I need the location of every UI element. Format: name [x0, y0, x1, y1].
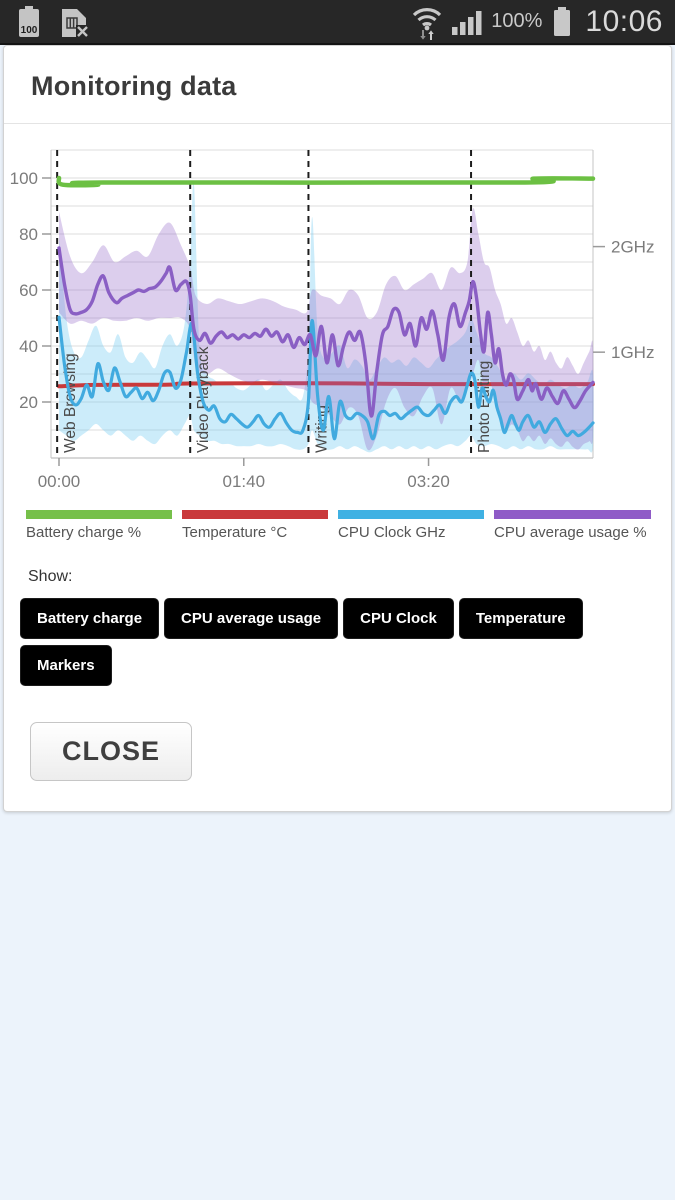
battery-percent-text: 100%	[491, 10, 543, 32]
legend-swatch	[338, 510, 484, 519]
close-button[interactable]: CLOSE	[30, 722, 193, 781]
svg-text:2GHz: 2GHz	[611, 238, 654, 257]
toggle-cpu-clock[interactable]: CPU Clock	[343, 598, 454, 639]
no-sim-icon	[62, 8, 89, 38]
show-buttons: Battery charge CPU average usage CPU Clock…	[20, 598, 620, 686]
svg-text:Photo Editing: Photo Editing	[476, 361, 493, 453]
legend-label: Temperature °C	[182, 524, 288, 541]
svg-text:1GHz: 1GHz	[611, 343, 654, 362]
legend-swatch	[26, 510, 172, 519]
legend-item: CPU average usage %	[494, 510, 651, 541]
battery-icon	[554, 6, 571, 36]
status-bar: 100	[0, 0, 675, 45]
show-label: Show:	[28, 568, 73, 585]
legend-label: CPU Clock GHz	[338, 524, 446, 541]
legend-label: Battery charge %	[26, 524, 142, 541]
legend-item: Battery charge %	[26, 510, 172, 541]
toggle-battery-charge[interactable]: Battery charge	[20, 598, 160, 639]
svg-text:20: 20	[19, 393, 38, 412]
svg-text:00:00: 00:00	[38, 472, 81, 491]
legend-swatch	[494, 510, 651, 519]
monitoring-data-card: Monitoring data 20 40 60 80 100 1GHz 2GHz 00:00…	[3, 45, 672, 812]
page-title: Monitoring data	[31, 71, 237, 101]
svg-text:03:20: 03:20	[407, 472, 450, 491]
toggle-markers[interactable]: Markers	[20, 645, 112, 686]
signal-strength-icon	[452, 10, 482, 35]
card-bottom-padding	[4, 781, 671, 811]
svg-text:40: 40	[19, 337, 38, 356]
battery-level-text: 100	[21, 25, 38, 36]
svg-text:01:40: 01:40	[223, 472, 266, 491]
legend-swatch	[182, 510, 328, 519]
toggle-temperature[interactable]: Temperature	[458, 598, 583, 639]
chart-section: 20 40 60 80 100 1GHz 2GHz 00:00 01:40 03:20 Web Br…	[4, 124, 671, 498]
wifi-icon	[413, 8, 442, 40]
legend-item: Temperature °C	[182, 510, 328, 541]
toggle-cpu-average-usage[interactable]: CPU average usage	[164, 598, 339, 639]
legend-label: CPU average usage %	[494, 524, 647, 541]
battery-level-icon: 100	[19, 5, 39, 37]
card-header: Monitoring data	[4, 46, 671, 124]
clock-text: 10:06	[585, 4, 663, 38]
svg-text:100: 100	[10, 169, 38, 188]
legend-item: CPU Clock GHz	[338, 510, 484, 541]
svg-text:80: 80	[19, 225, 38, 244]
svg-text:60: 60	[19, 281, 38, 300]
legend: Battery charge % Temperature °C CPU Clock …	[26, 510, 671, 541]
wifi-activity-arrows	[420, 30, 434, 40]
